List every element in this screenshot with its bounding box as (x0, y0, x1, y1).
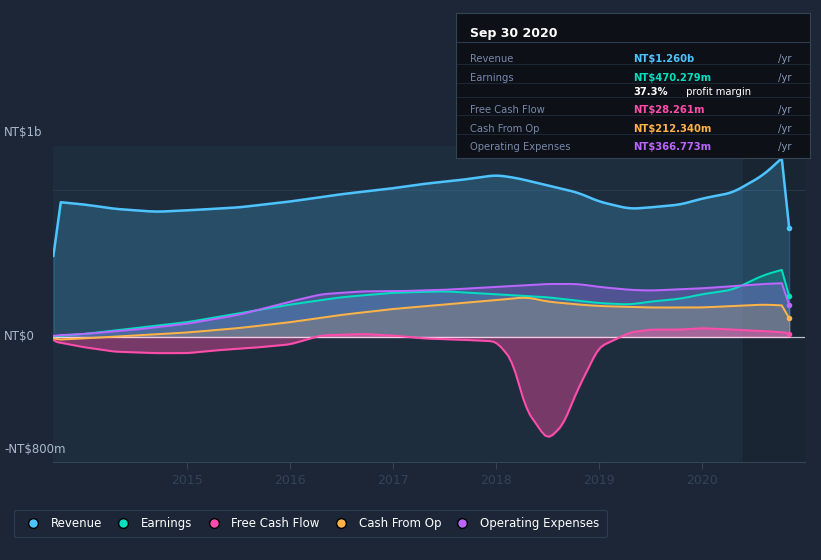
Text: Operating Expenses: Operating Expenses (470, 142, 571, 152)
Text: NT$28.261m: NT$28.261m (633, 105, 704, 115)
Text: /yr: /yr (775, 105, 791, 115)
Text: NT$1b: NT$1b (4, 126, 43, 139)
Text: /yr: /yr (775, 142, 791, 152)
Text: Earnings: Earnings (470, 73, 513, 82)
Text: 37.3%: 37.3% (633, 87, 667, 97)
Text: NT$1.260b: NT$1.260b (633, 54, 695, 64)
Legend: Revenue, Earnings, Free Cash Flow, Cash From Op, Operating Expenses: Revenue, Earnings, Free Cash Flow, Cash … (14, 510, 607, 537)
Bar (743, 146, 805, 462)
Text: NT$366.773m: NT$366.773m (633, 142, 711, 152)
Text: -NT$800m: -NT$800m (4, 442, 66, 456)
Text: profit margin: profit margin (682, 87, 750, 97)
Text: NT$470.279m: NT$470.279m (633, 73, 711, 82)
Text: Free Cash Flow: Free Cash Flow (470, 105, 544, 115)
Text: Revenue: Revenue (470, 54, 513, 64)
Text: /yr: /yr (775, 54, 791, 64)
Text: NT$212.340m: NT$212.340m (633, 124, 711, 133)
Text: /yr: /yr (775, 124, 791, 133)
Text: Sep 30 2020: Sep 30 2020 (470, 27, 557, 40)
Text: /yr: /yr (775, 73, 791, 82)
Text: NT$0: NT$0 (4, 330, 35, 343)
Text: Cash From Op: Cash From Op (470, 124, 539, 133)
